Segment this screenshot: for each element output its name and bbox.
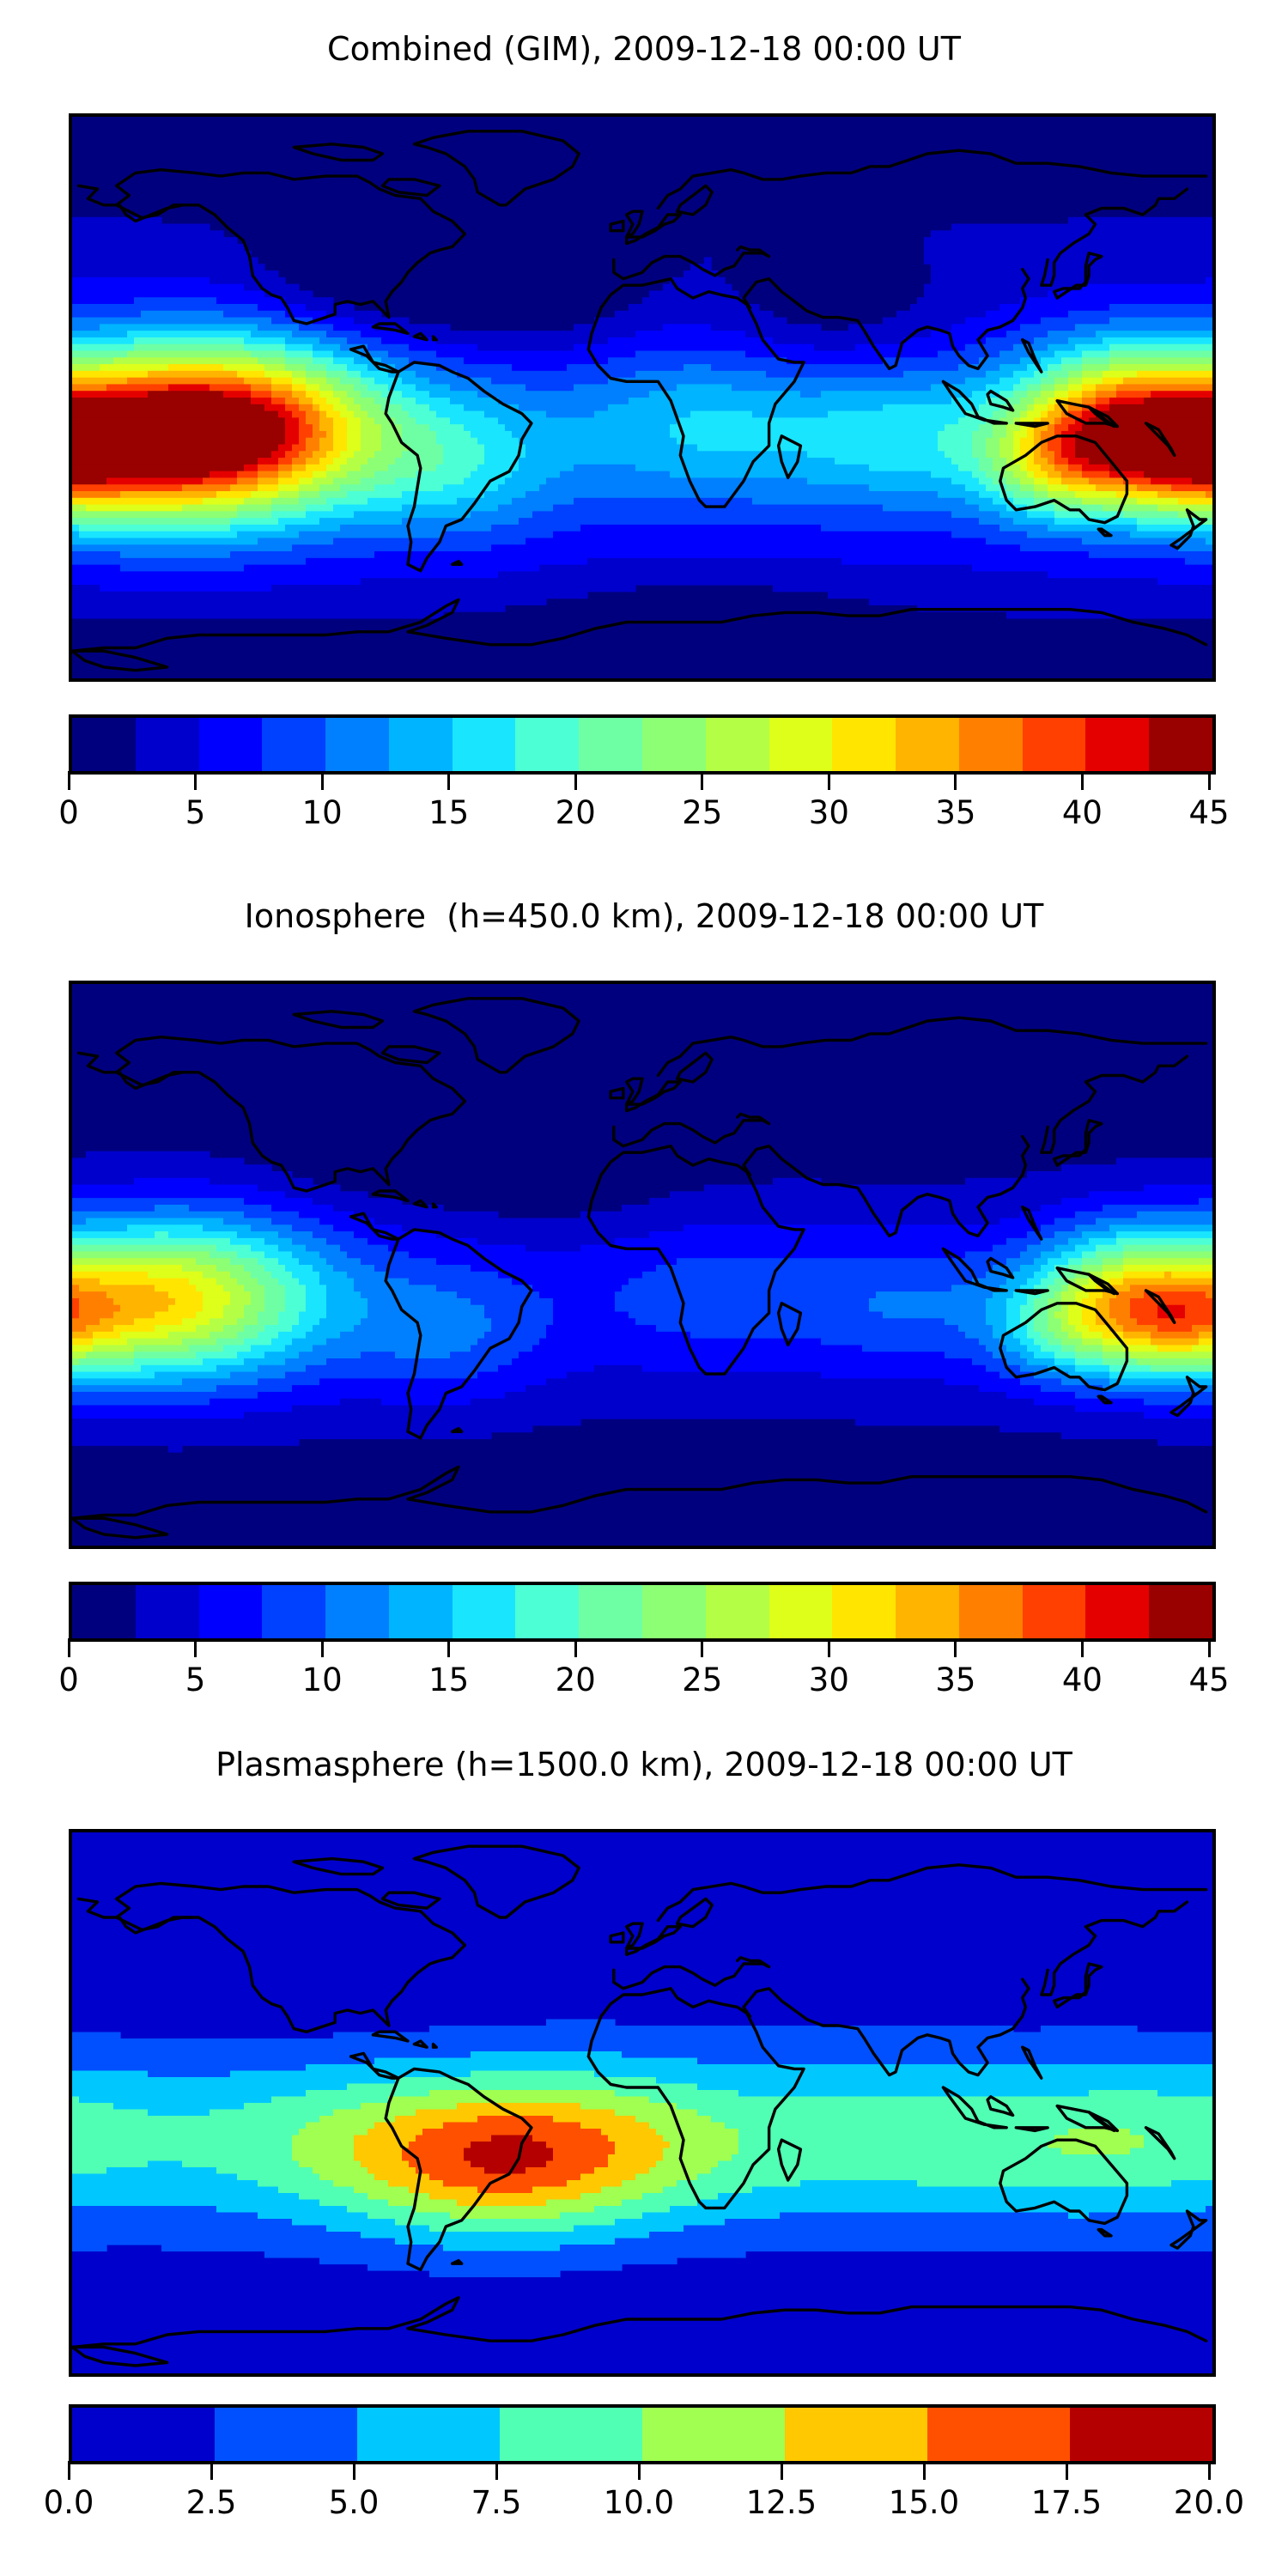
- colorbar-band: [896, 718, 959, 771]
- colorbar-band: [262, 718, 325, 771]
- panel-title-combined: Combined (GIM), 2009-12-18 00:00 UT: [327, 30, 961, 68]
- colorbar-band: [325, 1585, 389, 1638]
- colorbar-band: [1149, 718, 1212, 771]
- colorbar-band: [262, 1585, 325, 1638]
- colorbar-tick-label: 2.5: [185, 2484, 237, 2521]
- map-contour-combined: [72, 117, 1212, 678]
- colorbar-tick-label: 35: [935, 794, 976, 831]
- colorbar-band: [642, 2408, 785, 2461]
- colorbar-band: [769, 718, 832, 771]
- colorbar-tick-label: 30: [808, 1662, 849, 1698]
- colorbar-tick-label: 5.0: [328, 2484, 380, 2521]
- colorbar-band: [579, 1585, 642, 1638]
- colorbar-wrap-combined: 0 5 10 15 20 25 30 35 40 45: [0, 714, 1288, 852]
- colorbar-tick-label: 0: [58, 794, 79, 831]
- colorbar-band: [515, 718, 579, 771]
- colorbar-band: [453, 1585, 515, 1638]
- colorbar-plasmasphere[interactable]: [69, 2404, 1216, 2464]
- colorbar-tick-label: 0: [58, 1662, 79, 1698]
- colorbar-gradient-combined: [72, 718, 1212, 771]
- colorbar-band: [896, 1585, 959, 1638]
- map-combined: [69, 113, 1216, 682]
- colorbar-tick-label: 5: [185, 794, 206, 831]
- colorbar-band: [1149, 1585, 1212, 1638]
- colorbar-tick-label: 15: [428, 794, 470, 831]
- colorbar-tick-label: 30: [808, 794, 849, 831]
- contour-fill: [72, 984, 1212, 1546]
- colorbar-wrap-ionosphere: 0 5 10 15 20 25 30 35 40 45: [0, 1582, 1288, 1719]
- colorbar-tick-label: 15: [428, 1662, 470, 1698]
- coastlines: [72, 130, 1208, 672]
- colorbar-combined[interactable]: [69, 714, 1216, 775]
- colorbar-tick-label: 25: [682, 1662, 723, 1698]
- colorbar-band: [1085, 718, 1149, 771]
- map-plasmasphere: [69, 1829, 1216, 2377]
- contour-fill: [72, 117, 1212, 678]
- colorbar-band: [706, 718, 769, 771]
- colorbar-band: [1070, 2408, 1212, 2461]
- colorbar-band: [199, 1585, 262, 1638]
- colorbar-tick-label: 15.0: [888, 2484, 960, 2521]
- colorbar-band: [72, 1585, 136, 1638]
- colorbar-band: [927, 2408, 1070, 2461]
- map-ionosphere: [69, 981, 1216, 1549]
- colorbar-band: [642, 1585, 706, 1638]
- colorbar-band: [325, 718, 389, 771]
- colorbar-tick-label: 20: [555, 794, 596, 831]
- colorbar-band: [706, 1585, 769, 1638]
- colorbar-tick-label: 10: [301, 794, 343, 831]
- colorbar-gradient-plasmasphere: [72, 2408, 1212, 2461]
- colorbar-band: [389, 1585, 453, 1638]
- colorbar-tick-label: 40: [1061, 1662, 1103, 1698]
- colorbar-tick-label: 10.0: [603, 2484, 675, 2521]
- colorbar-band: [500, 2408, 642, 2461]
- colorbar-tick-label: 0.0: [43, 2484, 94, 2521]
- colorbar-band: [1023, 718, 1085, 771]
- panel-title-plasmasphere: Plasmasphere (h=1500.0 km), 2009-12-18 0…: [216, 1746, 1072, 1783]
- colorbar-tick-label: 5: [185, 1662, 206, 1698]
- colorbar-band: [136, 718, 199, 771]
- colorbar-band: [72, 2408, 215, 2461]
- colorbar-tick-label: 35: [935, 1662, 976, 1698]
- map-contour-plasmasphere: [72, 1832, 1212, 2373]
- colorbar-band: [515, 1585, 579, 1638]
- colorbar-band: [357, 2408, 500, 2461]
- colorbar-band: [785, 2408, 927, 2461]
- colorbar-band: [832, 718, 896, 771]
- colorbar-band: [136, 1585, 199, 1638]
- colorbar-tick-label: 17.5: [1030, 2484, 1103, 2521]
- colorbar-band: [72, 718, 136, 771]
- colorbar-band: [769, 1585, 832, 1638]
- colorbar-tick-label: 45: [1188, 794, 1230, 831]
- colorbar-tick-label: 25: [682, 794, 723, 831]
- colorbar-tick-label: 40: [1061, 794, 1103, 831]
- colorbar-band: [389, 718, 453, 771]
- colorbar-tick-label: 10: [301, 1662, 343, 1698]
- colorbar-band: [579, 718, 642, 771]
- colorbar-band: [215, 2408, 357, 2461]
- colorbar-tick-label: 20.0: [1173, 2484, 1245, 2521]
- colorbar-band: [453, 718, 515, 771]
- colorbar-band: [1023, 1585, 1085, 1638]
- colorbar-gradient-ionosphere: [72, 1585, 1212, 1638]
- colorbar-tick-label: 20: [555, 1662, 596, 1698]
- colorbar-band: [199, 718, 262, 771]
- colorbar-wrap-plasmasphere: 0.0 2.5 5.0 7.5 10.0 12.5 15.0 17.5 20.0: [0, 2404, 1288, 2542]
- colorbar-ionosphere[interactable]: [69, 1582, 1216, 1642]
- colorbar-band: [1085, 1585, 1149, 1638]
- contour-fill: [72, 1832, 1212, 2373]
- colorbar-tick-label: 45: [1188, 1662, 1230, 1698]
- colorbar-tick-label: 12.5: [745, 2484, 817, 2521]
- colorbar-band: [642, 718, 706, 771]
- map-contour-ionosphere: [72, 984, 1212, 1546]
- colorbar-band: [832, 1585, 896, 1638]
- colorbar-tick-label: 7.5: [471, 2484, 522, 2521]
- colorbar-band: [959, 1585, 1023, 1638]
- coastlines: [72, 997, 1208, 1540]
- colorbar-band: [959, 718, 1023, 771]
- panel-title-ionosphere: Ionosphere (h=450.0 km), 2009-12-18 00:0…: [244, 897, 1044, 935]
- coastlines: [72, 1844, 1208, 2367]
